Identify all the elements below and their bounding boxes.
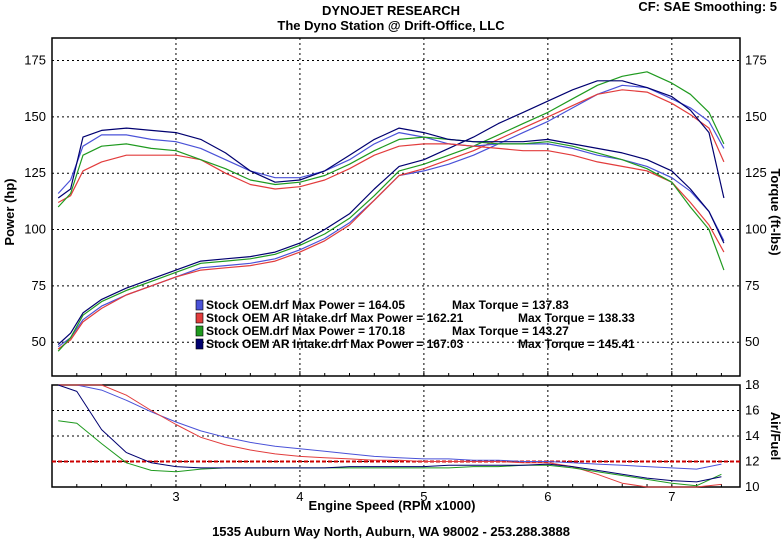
y-tick-label-torque: 125 — [745, 165, 767, 180]
legend-file: Stock OEM.drf — [206, 324, 292, 338]
power-curve-2 — [57, 89, 725, 350]
main-plot-frame — [51, 37, 741, 377]
x-tick-label: 3 — [172, 489, 179, 504]
legend-file: Stock OEM AR Intake.drf — [206, 337, 350, 351]
power-torque-plot: 50 75 100 125 150 175 50 75 100 125 150 175 Stock OE… — [24, 37, 767, 377]
afr-curve-1 — [58, 384, 722, 470]
y-tick-label-afr: 12 — [745, 454, 759, 469]
legend-max-power: Max Power = 164.05 — [292, 298, 405, 312]
y-axis-label-afr: Air/Fuel — [768, 412, 783, 460]
shop-address: 1535 Auburn Way North, Auburn, WA 98002 … — [212, 524, 570, 539]
power-curve-4 — [57, 80, 725, 345]
torque-curve-4 — [57, 127, 725, 244]
y-tick-label-afr: 14 — [745, 428, 759, 443]
legend-max-power: Max Power = 170.18 — [292, 324, 405, 338]
legend-max-power: Max Power = 167.03 — [350, 337, 463, 351]
legend-swatch-3 — [195, 325, 204, 337]
legend-entry-3: Stock OEM.drf Max Power = 170.18 — [206, 324, 405, 338]
y-axis-label-torque: Torque (ft-lbs) — [768, 168, 783, 255]
afr-plot-frame — [51, 384, 741, 488]
y-tick-label-power: 175 — [24, 53, 46, 68]
y-axis-label-power: Power (hp) — [2, 178, 17, 245]
legend-swatch-2 — [195, 312, 204, 324]
afr-curve-4 — [58, 384, 722, 483]
x-tick-label: 5 — [420, 489, 427, 504]
torque-curve-2 — [57, 143, 725, 253]
power-curve-3 — [57, 71, 725, 352]
legend-max-torque-4: Max Torque = 145.41 — [518, 337, 635, 351]
y-tick-label-torque: 100 — [745, 222, 767, 237]
y-tick-label-power: 125 — [24, 165, 46, 180]
y-tick-label-afr: 18 — [745, 377, 759, 392]
y-tick-label-torque: 175 — [745, 53, 767, 68]
legend-file: Stock OEM AR Intake.drf — [206, 311, 350, 325]
y-tick-label-power: 75 — [32, 278, 46, 293]
y-tick-label-torque: 150 — [745, 109, 767, 124]
y-tick-label-power: 150 — [24, 109, 46, 124]
legend: Stock OEM.drf Max Power = 164.05 Max Torq… — [195, 298, 635, 351]
x-tick-label: 6 — [544, 489, 551, 504]
shop-name: The Dyno Station @ Drift-Office, LLC — [277, 18, 505, 33]
y-tick-label-power: 50 — [32, 334, 46, 349]
legend-max-torque-2: Max Torque = 138.33 — [518, 311, 635, 325]
legend-swatch-4 — [195, 338, 204, 350]
legend-entry-1: Stock OEM.drf Max Power = 164.05 — [206, 298, 405, 312]
y-tick-label-afr: 16 — [745, 403, 759, 418]
afr-curve-2 — [58, 384, 722, 488]
legend-file: Stock OEM.drf — [206, 298, 292, 312]
torque-curve-3 — [57, 136, 725, 271]
afr-curve-3 — [58, 420, 722, 487]
legend-entry-4: Stock OEM AR Intake.drf Max Power = 167.… — [206, 337, 464, 351]
report-title: DYNOJET RESEARCH — [322, 3, 460, 18]
correction-settings: CF: SAE Smoothing: 5 — [638, 0, 777, 14]
y-tick-label-power: 100 — [24, 222, 46, 237]
y-tick-label-torque: 50 — [745, 334, 759, 349]
x-axis-label: Engine Speed (RPM x1000) — [309, 498, 476, 513]
legend-swatch-1 — [195, 299, 204, 311]
air-fuel-plot: 3 4 5 6 7 10 12 14 16 18 — [51, 377, 759, 504]
legend-max-torque-3: Max Torque = 143.27 — [452, 324, 569, 338]
legend-max-torque-1: Max Torque = 137.83 — [452, 298, 569, 312]
x-tick-label: 4 — [296, 489, 303, 504]
y-tick-label-afr: 10 — [745, 479, 759, 494]
x-tick-label: 7 — [668, 489, 675, 504]
y-tick-label-torque: 75 — [745, 278, 759, 293]
legend-entry-2: Stock OEM AR Intake.drf Max Power = 162.… — [206, 311, 464, 325]
legend-max-power: Max Power = 162.21 — [350, 311, 463, 325]
